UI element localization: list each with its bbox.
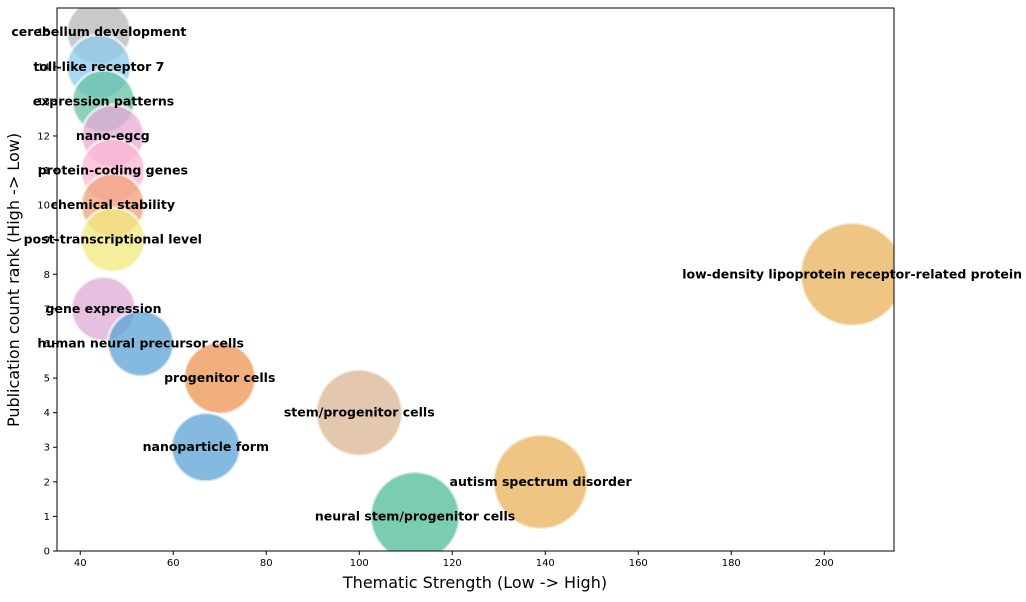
y-tick-label: 8: [44, 270, 50, 281]
bubble-layer: [65, 8, 894, 551]
x-axis-ticks: 40 60 80 100 120 140 160 180 200: [74, 551, 834, 569]
y-tick-label: 0: [44, 547, 50, 558]
bubble-label: neural stem/progenitor cells: [315, 508, 515, 523]
x-tick-label: 180: [722, 558, 741, 569]
y-axis-label: Publication count rank (High -> Low): [4, 133, 23, 427]
y-tick-label: 12: [37, 131, 50, 142]
y-tick-label: 2: [44, 477, 50, 488]
bubble-label: post-transcriptional level: [24, 232, 202, 247]
bubble-label: protein-coding genes: [38, 163, 188, 178]
bubble-label: cerebellum development: [11, 24, 186, 39]
x-tick-label: 100: [350, 558, 369, 569]
bubble-label: stem/progenitor cells: [284, 405, 435, 420]
y-tick-label: 1: [44, 512, 50, 523]
bubble-label: chemical stability: [51, 197, 175, 212]
bubble: [314, 368, 404, 458]
y-tick-label: 13: [37, 97, 50, 108]
y-tick-label: 7: [44, 304, 50, 315]
x-tick-label: 120: [443, 558, 462, 569]
bubble-label-layer: cerebellum development toll-like receptor…: [11, 24, 1022, 523]
y-tick-label: 11: [37, 166, 50, 177]
bubble: [369, 470, 462, 551]
x-tick-label: 80: [260, 558, 273, 569]
bubble-label: gene expression: [46, 301, 162, 316]
bubble: [491, 433, 590, 531]
bubble-label: progenitor cells: [164, 370, 275, 385]
y-tick-label: 15: [37, 28, 50, 39]
plot-frame: [56, 7, 895, 552]
bubble-label: nano-egcg: [76, 128, 150, 143]
x-axis-label: Thematic Strength (Low -> High): [342, 573, 607, 592]
y-tick-label: 9: [44, 235, 50, 246]
y-tick-label: 5: [44, 374, 50, 385]
bubble-label: nanoparticle form: [143, 439, 269, 454]
x-tick-label: 140: [536, 558, 555, 569]
y-tick-label: 14: [37, 62, 50, 73]
bubble-label: toll-like receptor 7: [33, 59, 164, 74]
x-tick-label: 40: [74, 558, 87, 569]
x-tick-label: 60: [167, 558, 180, 569]
y-tick-label: 10: [37, 201, 50, 212]
bubble-label: low-density lipoprotein receptor-related…: [682, 266, 1022, 281]
x-tick-label: 160: [629, 558, 648, 569]
y-tick-label: 6: [44, 339, 50, 350]
x-tick-label: 200: [815, 558, 834, 569]
bubble-label: autism spectrum disorder: [450, 474, 633, 489]
y-tick-label: 3: [44, 443, 50, 454]
bubble: [169, 411, 242, 484]
y-tick-label: 4: [44, 408, 50, 419]
bubble: [106, 309, 175, 378]
bubble-label: human neural precursor cells: [37, 335, 244, 350]
bubble-label: expression patterns: [33, 93, 174, 108]
bubble: [79, 206, 147, 274]
bubble: [799, 221, 894, 328]
bubble: [182, 340, 258, 416]
